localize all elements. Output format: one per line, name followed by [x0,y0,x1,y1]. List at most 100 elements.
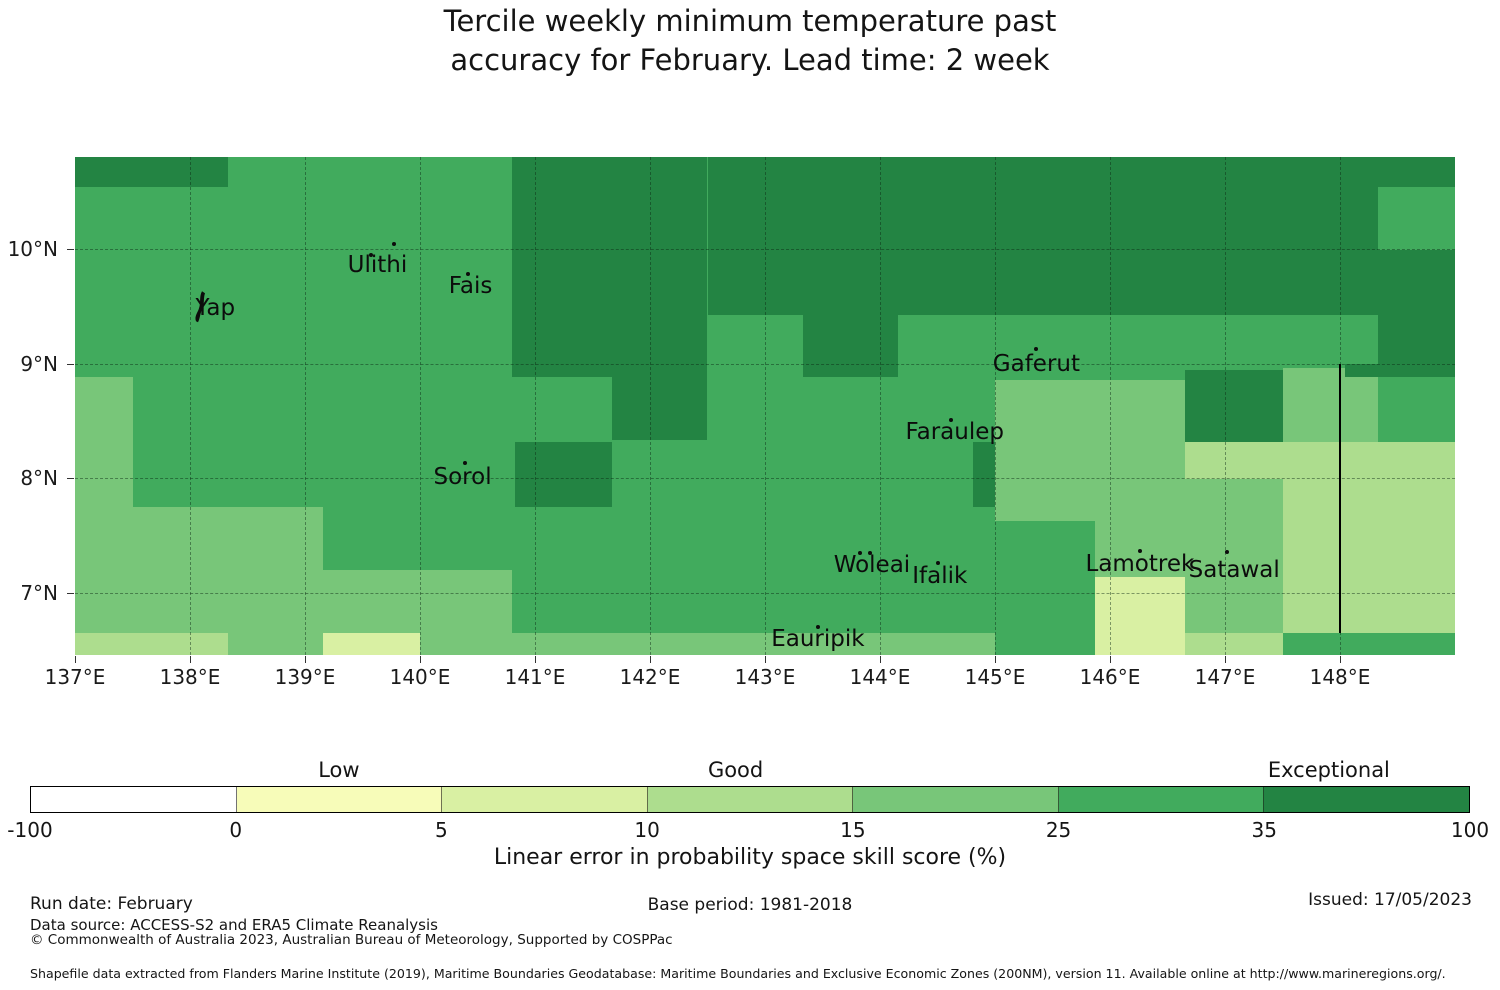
colorbar-tick-label: 15 [840,818,866,842]
island-label: Fais [448,272,493,299]
colorbar-tick-label: 10 [634,818,660,842]
colorbar [30,786,1470,813]
island-label: Woleai [833,552,911,579]
island-label: Sorol [433,464,492,491]
lon-tick-mark [765,656,766,663]
island-marker-dot [1034,346,1039,351]
lon-tick-mark [420,656,421,663]
map-cell [75,157,228,187]
map-cell [1184,441,1283,480]
map-cell [420,633,995,655]
lon-tick-label: 142°E [619,665,681,689]
island-marker-dot [368,252,373,257]
lon-tick-label: 140°E [389,665,451,689]
island-label: Satawal [1188,557,1280,584]
chart-title-line2: accuracy for February. Lead time: 2 week [450,43,1050,77]
colorbar-title: Linear error in probability space skill … [493,845,1007,870]
island-marker-dot [466,272,471,277]
lat-tick-mark [67,248,74,250]
colorbar-tick-label: 0 [229,818,243,842]
graticule-meridian [880,157,881,655]
map-cell [1344,363,1378,378]
colorbar-segment [442,787,648,812]
colorbar-segment [853,787,1059,812]
island-marker-dot [391,242,396,247]
graticule-parallel [75,248,1455,250]
island-marker-dot [858,550,863,555]
island-label: Eauripik [771,625,865,652]
map-cell [898,157,1378,316]
graticule-meridian [420,157,421,655]
map-cell [323,633,420,655]
lon-tick-label: 144°E [849,665,911,689]
map-canvas: Yap Ulithi Fais Sorol Gaferut Faraulep Woleai I… [75,157,1455,655]
graticule-meridian [190,157,191,655]
lat-tick-label: 8°N [20,466,58,491]
graticule-meridian [995,157,996,655]
lat-tick-mark [67,363,74,365]
footer-shapefile-note: Shapefile data extracted from Flanders M… [30,966,1446,981]
lon-tick-mark [995,656,996,663]
map-cell [512,157,613,378]
map-cell [612,157,708,441]
colorbar-category-label: Exceptional [1267,758,1390,782]
lon-tick-mark [880,656,881,663]
lat-tick-label: 7°N [20,581,58,606]
chart-title-line1: Tercile weekly minimum temperature past [443,4,1057,38]
island-marker-dot [949,417,954,422]
lon-tick-label: 147°E [1194,665,1256,689]
colorbar-segment [1058,787,1265,812]
island-marker-dot [1137,548,1142,553]
island-label: Lamotrek [1085,551,1195,578]
lat-tick-label: 9°N [20,351,58,376]
map-cell [75,506,324,655]
map-cell [1095,576,1185,655]
lon-tick-mark [1110,656,1111,663]
lon-tick-mark [1340,656,1341,663]
map-cell [1282,368,1345,442]
colorbar-tick-label: 25 [1045,818,1072,842]
map-cell [75,633,228,655]
island-label: Gaferut [992,350,1080,377]
lon-tick-label: 145°E [964,665,1026,689]
graticule-meridian [650,157,651,655]
lon-tick-mark [535,656,536,663]
colorbar-tick-label: -100 [7,818,53,842]
lat-tick-label: 10°N [7,236,58,261]
lon-tick-label: 138°E [159,665,221,689]
map-cell [1377,157,1455,187]
island-marker-dot [935,561,940,566]
footer-run-date: Run date: February [30,894,193,914]
map-cell [1377,249,1455,378]
island-label: Ifalik [912,562,968,589]
map-cell [1282,441,1455,634]
island-marker-dot [462,461,467,466]
map-cell [802,157,899,378]
lon-tick-mark [190,656,191,663]
graticule-meridian [305,157,306,655]
island-marker-dot [1225,549,1230,554]
colorbar-segment [1264,787,1470,812]
graticule-meridian [1225,157,1226,655]
lon-tick-label: 141°E [504,665,566,689]
map-cell [1184,370,1283,442]
lon-tick-label: 146°E [1079,665,1141,689]
graticule-parallel [75,363,1455,365]
lon-tick-label: 139°E [274,665,336,689]
island-label: Faraulep [905,419,1004,446]
colorbar-category-label: Good [707,758,764,782]
colorbar-tick-label: 35 [1251,818,1278,842]
graticule-meridian [1110,157,1111,655]
island-marker-dot [867,550,872,555]
lon-tick-label: 143°E [734,665,796,689]
graticule-meridian [535,157,536,655]
colorbar-tick-label: 100 [1450,818,1490,842]
lon-tick-mark [650,656,651,663]
footer-base-period: Base period: 1981-2018 [647,895,853,915]
map-cell [515,441,613,507]
footer-data-source: Data source: ACCESS-S2 and ERA5 Climate … [30,916,438,934]
island-label: Ulithi [347,251,408,278]
map-cell [1184,479,1283,634]
lat-tick-mark [67,593,74,595]
lat-tick-mark [67,478,74,480]
